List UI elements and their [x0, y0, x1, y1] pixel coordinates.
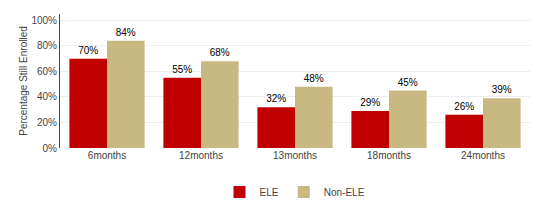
svg-text:24months: 24months: [461, 150, 505, 161]
svg-text:18months: 18months: [367, 150, 411, 161]
svg-text:29%: 29%: [360, 97, 380, 108]
svg-text:39%: 39%: [492, 84, 512, 95]
svg-text:12months: 12months: [179, 150, 223, 161]
svg-text:32%: 32%: [266, 93, 286, 104]
svg-text:80%: 80%: [37, 40, 57, 51]
svg-text:Percentage Still Enrolled: Percentage Still Enrolled: [18, 26, 29, 136]
svg-text:26%: 26%: [454, 101, 474, 112]
svg-text:68%: 68%: [210, 47, 230, 58]
svg-text:6months: 6months: [88, 150, 126, 161]
svg-text:40%: 40%: [37, 91, 57, 102]
svg-text:Non-ELE: Non-ELE: [324, 187, 365, 198]
svg-text:84%: 84%: [116, 27, 136, 38]
svg-text:20%: 20%: [37, 117, 57, 128]
svg-text:100%: 100%: [31, 15, 57, 26]
svg-text:0%: 0%: [43, 143, 58, 154]
svg-text:60%: 60%: [37, 66, 57, 77]
svg-text:48%: 48%: [304, 73, 324, 84]
svg-text:55%: 55%: [172, 64, 192, 75]
svg-text:45%: 45%: [398, 77, 418, 88]
svg-text:ELE: ELE: [260, 187, 279, 198]
svg-text:70%: 70%: [78, 45, 98, 56]
svg-text:13months: 13months: [273, 150, 317, 161]
